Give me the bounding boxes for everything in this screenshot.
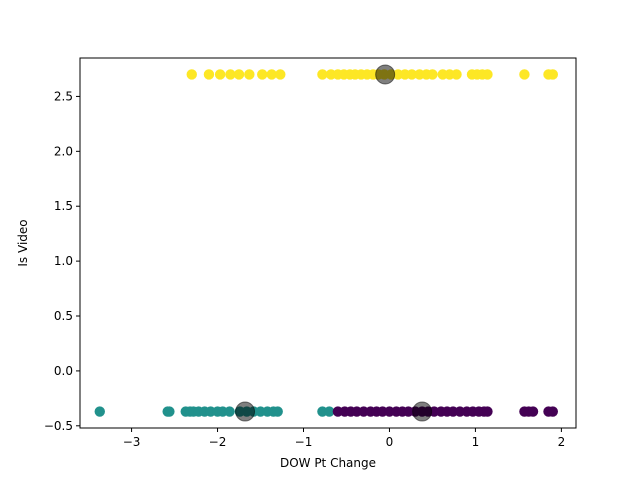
- cluster-centroids: [235, 64, 433, 422]
- data-point: [406, 69, 418, 80]
- data-point: [224, 406, 235, 417]
- data-point: [527, 406, 539, 417]
- data-point: [482, 69, 493, 80]
- x-axis-ticks: −3 −2 −1 0 1 2: [123, 428, 565, 449]
- plot-frame: [79, 57, 577, 429]
- x-tick-label: −1: [295, 435, 313, 449]
- y-axis-ticks: −0.5 0.0 0.5 1.0 1.5 2.0 2.5: [44, 89, 80, 433]
- x-tick-label: −3: [123, 435, 141, 449]
- data-point: [482, 406, 493, 417]
- y-tick-label: 1.5: [54, 199, 73, 213]
- x-axis-label: DOW Pt Change: [280, 456, 376, 470]
- data-point: [186, 69, 197, 80]
- centroid-marker: [375, 64, 396, 85]
- data-point: [244, 69, 255, 80]
- data-point: [272, 406, 283, 417]
- data-point: [164, 406, 175, 417]
- y-tick-label: −0.5: [44, 419, 73, 433]
- data-point: [233, 69, 245, 80]
- data-point: [547, 69, 558, 80]
- y-axis-label: Is Video: [16, 219, 30, 266]
- y-tick-label: 0.0: [54, 364, 73, 378]
- centroid-marker: [412, 401, 433, 422]
- data-point: [94, 406, 105, 417]
- data-point: [266, 69, 277, 80]
- x-tick-label: 1: [472, 435, 480, 449]
- centroid-marker: [235, 401, 256, 422]
- data-point: [225, 69, 236, 80]
- data-point: [214, 69, 226, 80]
- data-point: [275, 69, 286, 80]
- data-point: [451, 69, 462, 80]
- x-tick-label: 2: [558, 435, 566, 449]
- data-point: [324, 406, 335, 417]
- data-points: [94, 69, 558, 417]
- y-tick-label: 2.5: [54, 89, 73, 103]
- data-point: [547, 406, 558, 417]
- data-point: [203, 69, 215, 80]
- data-point: [257, 69, 268, 80]
- y-tick-label: 1.0: [54, 254, 73, 268]
- data-point: [427, 69, 438, 80]
- x-tick-label: −2: [209, 435, 227, 449]
- data-point: [317, 69, 328, 80]
- y-tick-label: 0.5: [54, 309, 73, 323]
- y-tick-label: 2.0: [54, 144, 73, 158]
- x-tick-label: 0: [386, 435, 394, 449]
- data-point: [519, 69, 530, 80]
